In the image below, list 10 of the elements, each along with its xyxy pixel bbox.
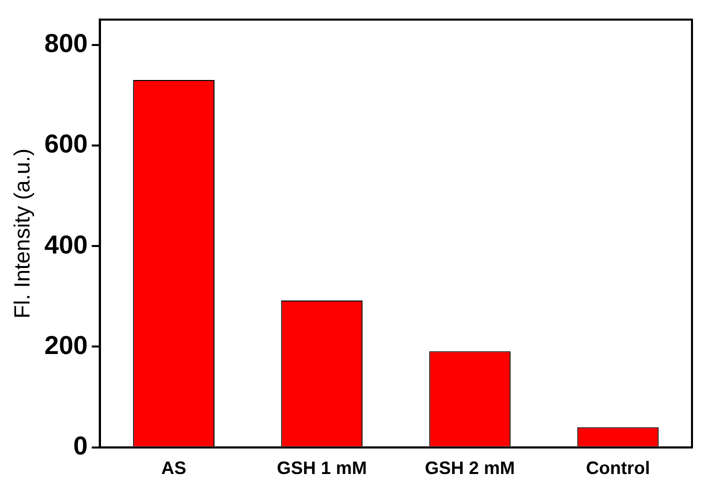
y-tick-label: 800 [44, 28, 88, 58]
y-tick-label: 400 [44, 229, 88, 260]
y-tick-label: 0 [73, 430, 88, 461]
x-tick-label: GSH 2 mM [424, 458, 515, 478]
y-tick-label: 600 [44, 128, 88, 159]
y-axis-title: Fl. Intensity (a.u.) [9, 148, 34, 318]
x-tick-label: GSH 1 mM [276, 458, 367, 478]
y-tick-label: 200 [44, 330, 88, 360]
x-tick-label: Control [586, 458, 650, 478]
x-tick-label: AS [161, 458, 186, 478]
